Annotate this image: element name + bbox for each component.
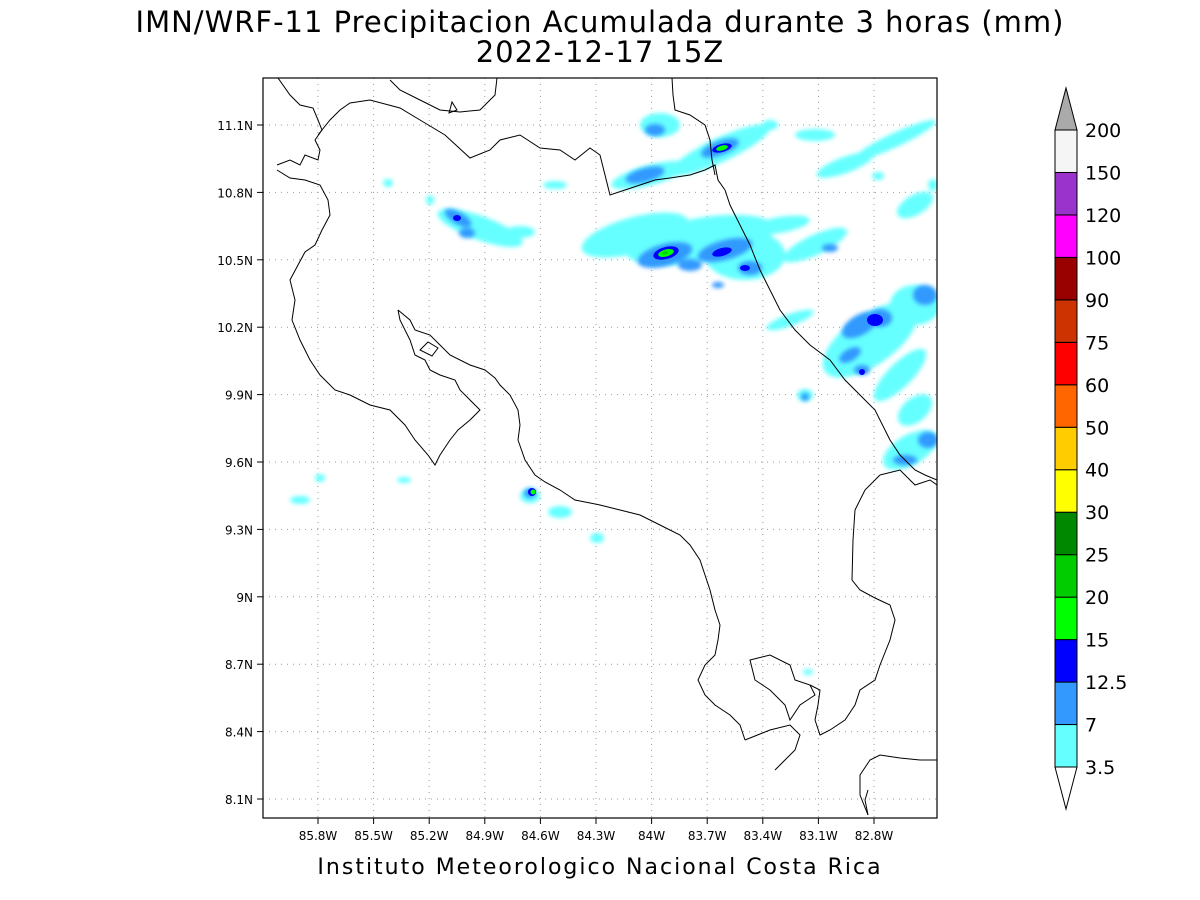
colorbar-label: 100 <box>1085 247 1121 269</box>
colorbar-segment <box>1054 511 1078 556</box>
lat-tick-label: 9.9N <box>225 389 253 403</box>
colorbar-segment <box>1054 596 1078 641</box>
colorbar-segment <box>1054 256 1078 301</box>
colorbar-segment <box>1054 299 1078 343</box>
colorbar-segment <box>1054 341 1078 386</box>
lon-tick-label: 83.7W <box>688 829 727 843</box>
lon-tick-label: 82.8W <box>855 829 894 843</box>
lon-tick-label: 85.8W <box>299 829 338 843</box>
lat-tick-label: 8.7N <box>225 658 253 672</box>
longitude-ticks: 85.8W 85.5W 85.2W 84.9W 84.6W 84.3W 84W 83.7W 83… <box>299 818 894 843</box>
colorbar-label: 120 <box>1085 205 1121 227</box>
lon-tick-label: 84.9W <box>466 829 505 843</box>
lon-tick-label: 83.1W <box>799 829 838 843</box>
lat-tick-label: 11.1N <box>217 119 253 133</box>
colorbar: 3.5 7 12.5 15 20 25 30 40 50 60 75 90 100 120 150 200 <box>1054 86 1127 811</box>
colorbar-label: 40 <box>1085 460 1109 482</box>
map-frame <box>262 77 938 819</box>
colorbar-label: 75 <box>1085 332 1109 354</box>
credit-text: Instituto Meteorologico Nacional Costa R… <box>317 855 883 880</box>
colorbar-label: 50 <box>1085 417 1109 439</box>
lat-tick-label: 9N <box>236 591 253 605</box>
colorbar-segment <box>1054 214 1078 258</box>
map-title: IMN/WRF-11 Precipitacion Acumulada duran… <box>135 5 1065 39</box>
colorbar-overflow-arrow <box>1054 86 1078 131</box>
lat-tick-label: 10.5N <box>217 254 253 268</box>
colorbar-segment <box>1054 554 1078 598</box>
colorbar-segment <box>1054 171 1078 216</box>
colorbar-segment <box>1054 129 1078 173</box>
colorbar-segment <box>1054 639 1078 683</box>
map-date: 2022-12-17 15Z <box>475 35 725 69</box>
precipitation-field <box>290 113 937 675</box>
colorbar-underflow-arrow <box>1054 766 1078 811</box>
colorbar-segment <box>1054 681 1078 726</box>
colorbar-label: 150 <box>1085 162 1121 184</box>
colorbar-label: 15 <box>1085 630 1109 652</box>
lat-tick-label: 10.8N <box>217 186 253 200</box>
lat-tick-label: 9.3N <box>225 523 253 537</box>
colorbar-label: 20 <box>1085 587 1109 609</box>
lon-tick-label: 84.3W <box>577 829 616 843</box>
colorbar-segment <box>1054 469 1078 513</box>
colorbar-label: 200 <box>1085 120 1121 142</box>
colorbar-segment <box>1054 724 1078 768</box>
grid-lines <box>263 78 937 818</box>
colorbar-label: 25 <box>1085 545 1109 567</box>
lon-tick-label: 84W <box>638 829 665 843</box>
lat-tick-label: 10.2N <box>217 321 253 335</box>
colorbar-label: 60 <box>1085 375 1109 397</box>
lat-tick-label: 9.6N <box>225 456 253 470</box>
lon-tick-label: 84.6W <box>521 829 560 843</box>
lon-tick-label: 83.4W <box>744 829 783 843</box>
lon-tick-label: 85.5W <box>354 829 393 843</box>
latitude-ticks: 11.1N 10.8N 10.5N 10.2N 9.9N 9.6N 9.3N 9N 8.7N 8.… <box>217 119 263 807</box>
colorbar-label: 90 <box>1085 290 1109 312</box>
colorbar-label: 30 <box>1085 502 1109 524</box>
lat-tick-label: 8.4N <box>225 726 253 740</box>
colorbar-segment <box>1054 384 1078 428</box>
colorbar-label: 7 <box>1085 715 1097 737</box>
colorbar-segment <box>1054 426 1078 471</box>
lat-tick-label: 8.1N <box>225 793 253 807</box>
colorbar-label: 12.5 <box>1085 672 1127 694</box>
lon-tick-label: 85.2W <box>410 829 449 843</box>
colorbar-label: 3.5 <box>1085 757 1115 779</box>
coastline-borders <box>276 78 937 816</box>
